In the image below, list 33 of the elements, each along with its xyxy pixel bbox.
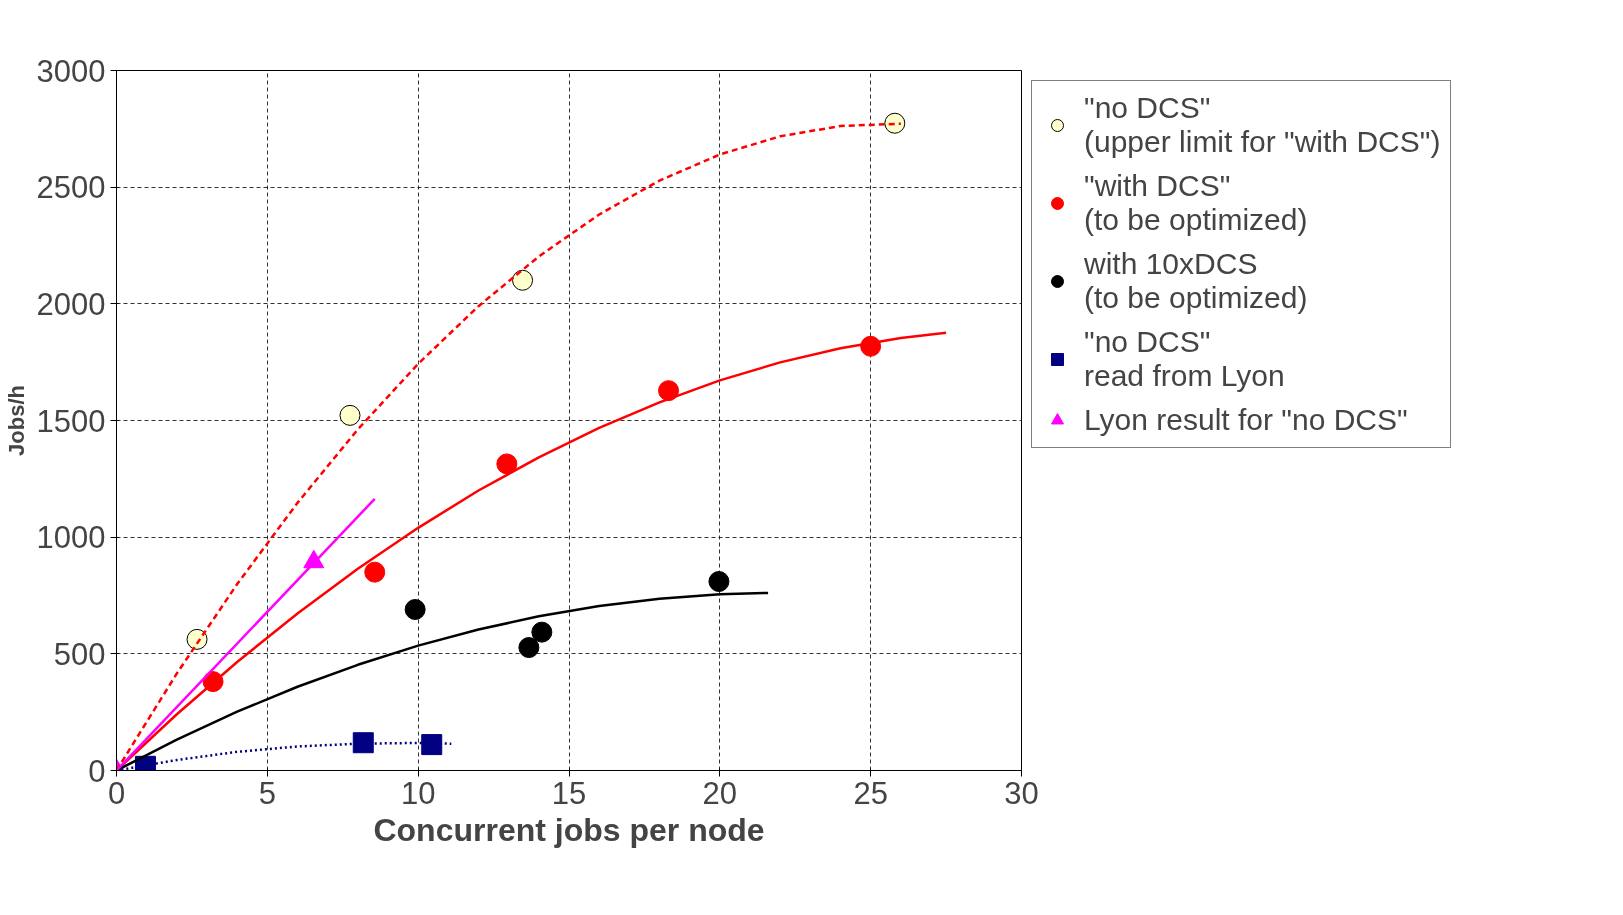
legend-label: "no DCS" (upper limit for "with DCS") <box>1084 91 1441 159</box>
y-tick-label: 2500 <box>36 170 106 206</box>
y-tick-label: 1000 <box>36 520 106 556</box>
point <box>352 732 374 754</box>
legend-label: with 10xDCS (to be optimized) <box>1084 247 1308 315</box>
point <box>404 599 426 620</box>
point <box>496 453 518 475</box>
y-tick-label: 2000 <box>36 286 106 322</box>
x-tick-label: 20 <box>702 775 738 811</box>
point <box>339 404 361 426</box>
legend-label: "with DCS" (to be optimized) <box>1084 169 1308 237</box>
point <box>421 734 443 756</box>
y-tick-label: 3000 <box>36 53 106 89</box>
y-tick-label: 500 <box>53 636 106 672</box>
y-tick-label: 0 <box>88 753 106 789</box>
point <box>512 269 534 291</box>
point <box>658 380 680 402</box>
point <box>186 628 208 650</box>
x-tick-label: 30 <box>1004 775 1039 811</box>
x-tick-label: 10 <box>400 775 436 811</box>
point <box>518 637 540 659</box>
x-axis-title: Concurrent jobs per node <box>373 811 765 848</box>
point <box>364 561 386 583</box>
point <box>708 571 730 592</box>
legend-label: "no DCS" read from Lyon <box>1084 325 1285 393</box>
y-axis-title: Jobs/h <box>3 385 29 456</box>
y-tick-label: 1500 <box>36 403 106 439</box>
legend-label: Lyon result for "no DCS" <box>1084 403 1408 437</box>
x-tick-label: 25 <box>853 775 888 811</box>
point <box>884 112 906 134</box>
point <box>531 621 553 643</box>
x-tick-label: 15 <box>551 775 587 811</box>
x-tick-label: 5 <box>258 775 276 811</box>
